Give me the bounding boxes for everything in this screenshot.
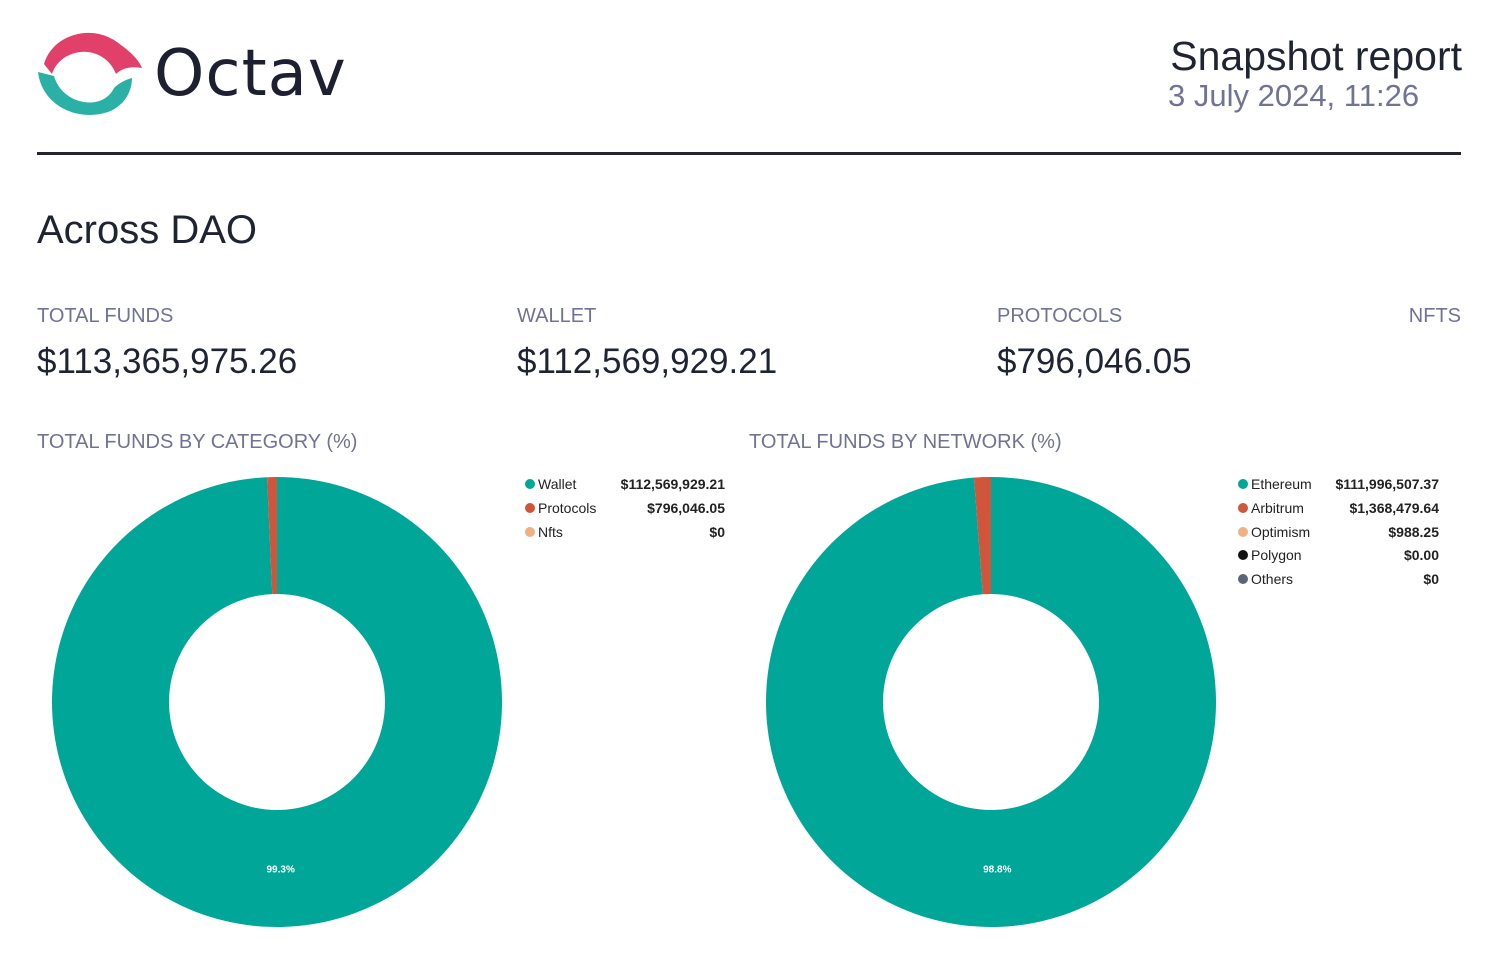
legend-label: Ethereum (1251, 476, 1312, 492)
slice-ethereum (766, 477, 1216, 927)
stat-wallet: WALLET $112,569,929.21 (517, 304, 777, 382)
slice-label: 98.8% (983, 864, 1011, 875)
legend-item-ethereum: Ethereum $111,996,507.37 (1238, 474, 1439, 494)
legend-value: $0.00 (1403, 547, 1439, 564)
stat-nfts: NFTS (1409, 304, 1461, 342)
stat-value: $796,046.05 (997, 342, 1192, 381)
legend-value: $988.25 (1388, 523, 1439, 540)
legend-label: Others (1251, 571, 1294, 588)
legend-value: $112,569,929.21 (620, 476, 725, 492)
network-donut-chart: 98.8% (766, 477, 1216, 927)
stat-label: PROTOCOLS (997, 305, 1123, 327)
legend-swatch (1238, 479, 1248, 489)
octav-logo-icon (38, 32, 142, 115)
brand: Octav (36, 30, 356, 120)
legend-label: Nfts (538, 523, 563, 540)
stat-total-funds: TOTAL FUNDS $113,365,975.26 (37, 304, 297, 382)
brand-name: Octav (154, 37, 347, 111)
legend-swatch (525, 526, 535, 537)
legend-value: $0 (1423, 571, 1439, 588)
legend-swatch (1238, 574, 1248, 585)
legend-label: Arbitrum (1251, 499, 1304, 516)
chart-title-category: TOTAL FUNDS BY CATEGORY (%) (37, 431, 358, 453)
legend-swatch (525, 502, 535, 513)
legend-label: Protocols (538, 499, 597, 516)
slice-protocols (267, 477, 277, 595)
stat-protocols: PROTOCOLS $796,046.05 (997, 304, 1192, 382)
category-legend: Wallet $112,569,929.21 Protocols $796,046.0… (525, 474, 725, 554)
legend-label: Polygon (1251, 547, 1302, 564)
stat-label: WALLET (517, 305, 597, 327)
report-date: 3 July 2024, 11:26 (1168, 78, 1420, 113)
slice-arbitrum (973, 477, 991, 595)
stat-value: $112,569,929.21 (517, 342, 778, 381)
legend-value: $1,368,479.64 (1349, 499, 1439, 516)
stat-label: TOTAL FUNDS (37, 305, 174, 327)
legend-item-arbitrum: Arbitrum $1,368,479.64 (1238, 498, 1439, 518)
report-title: Snapshot report (1170, 33, 1462, 79)
legend-swatch (1238, 550, 1248, 561)
chart-title-network: TOTAL FUNDS BY NETWORK (%) (749, 431, 1062, 453)
legend-value: $111,996,507.37 (1335, 476, 1439, 492)
legend-value: $796,046.05 (647, 499, 725, 516)
legend-swatch (1238, 502, 1248, 513)
legend-label: Wallet (538, 476, 577, 492)
legend-swatch (525, 479, 535, 489)
category-donut-chart: 99.3% (51, 477, 502, 927)
stat-label: NFTS (1408, 305, 1461, 327)
header-divider (37, 152, 1461, 155)
network-legend: Ethereum $111,996,507.37 Arbitrum $1,368,47… (1238, 474, 1439, 594)
entity-name: Across DAO (37, 208, 258, 252)
legend-label: Optimism (1251, 523, 1311, 540)
legend-item-wallet: Wallet $112,569,929.21 (525, 474, 725, 494)
legend-item-polygon: Polygon $0.00 (1238, 545, 1439, 565)
slice-label: 99.3% (266, 864, 294, 875)
legend-item-nfts: Nfts $0 (525, 522, 725, 542)
legend-item-optimism: Optimism $988.25 (1238, 522, 1439, 542)
slice-wallet (51, 477, 502, 927)
legend-item-protocols: Protocols $796,046.05 (525, 498, 725, 518)
legend-item-others: Others $0 (1238, 569, 1439, 589)
stat-value: $113,365,975.26 (37, 342, 298, 381)
legend-value: $0 (709, 523, 725, 540)
legend-swatch (1238, 526, 1248, 537)
